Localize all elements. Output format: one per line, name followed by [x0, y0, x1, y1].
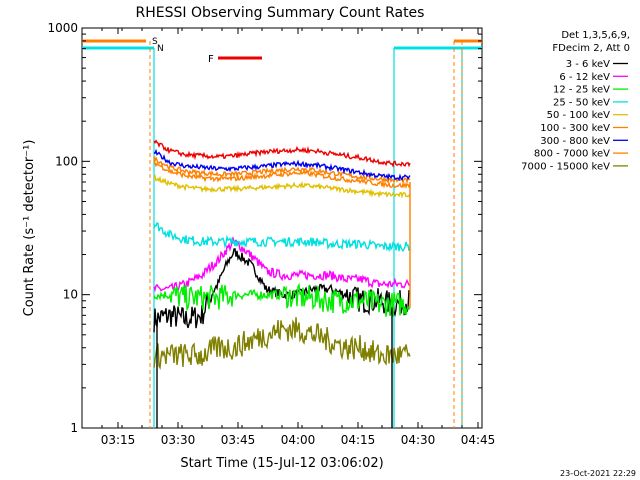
legend-label-1: 6 - 12 keV [559, 72, 610, 83]
y-tick-label-2: 100 [55, 154, 78, 168]
series-50-100kev [153, 173, 411, 199]
series-6-12kev [153, 236, 411, 293]
y-tick-label-1: 10 [63, 288, 78, 302]
x-tick-label-5: 04:30 [401, 433, 436, 447]
y-axis-label: Count Rate (s⁻¹ detector⁻¹) [22, 140, 37, 317]
x-tick-label-2: 03:45 [221, 433, 256, 447]
series-unlabeled-9 [153, 139, 411, 168]
legend-label-3: 25 - 50 keV [553, 97, 610, 108]
generation-timestamp: 23-Oct-2021 22:29 [560, 469, 636, 478]
legend-label-0: 3 - 6 keV [566, 59, 610, 70]
x-tick-label-1: 03:30 [161, 433, 196, 447]
legend-label-2: 12 - 25 keV [553, 85, 610, 96]
series-25-50kev [153, 222, 411, 253]
flag-label-n: N [157, 44, 164, 54]
legend-header-1: FDecim 2, Att 0 [552, 43, 630, 54]
flag-label-flare: F [208, 54, 214, 65]
series-800-7000kev [153, 160, 411, 189]
axes: 03:15 03:30 03:45 04:00 04:15 04:30 04:45 1 10 10… [47, 21, 495, 447]
legend-label-5: 100 - 300 keV [540, 123, 610, 134]
chart-title: RHESSI Observing Summary Count Rates [136, 5, 425, 21]
series-12-25kev [153, 282, 411, 317]
y-tick-label-0: 1 [70, 421, 78, 435]
legend-label-6: 300 - 800 keV [540, 136, 610, 147]
night-saa-bands [82, 39, 482, 428]
legend-label-8: 7000 - 15000 keV [521, 161, 610, 172]
x-tick-label-4: 04:15 [341, 433, 376, 447]
legend-header-0: Det 1,3,5,6,9, [561, 30, 630, 41]
x-tick-label-0: 03:15 [101, 433, 136, 447]
plot-frame [81, 27, 483, 429]
y-tick-label-3: 1000 [47, 21, 78, 35]
x-tick-label-6: 04:45 [461, 433, 496, 447]
legend: Det 1,3,5,6,9, FDecim 2, Att 0 3 - 6 keV 6 … [521, 30, 630, 172]
flag-markers: SN F [152, 37, 262, 65]
series-layer [153, 139, 411, 428]
legend-label-4: 50 - 100 keV [547, 110, 611, 121]
flag-label-s: S [152, 37, 158, 47]
x-tick-label-3: 04:00 [281, 433, 316, 447]
series-7000-15000kev [153, 317, 411, 370]
legend-label-7: 800 - 7000 keV [534, 149, 610, 160]
series-300-800kev [153, 148, 411, 182]
x-axis-label: Start Time (15-Jul-12 03:06:02) [180, 456, 383, 471]
